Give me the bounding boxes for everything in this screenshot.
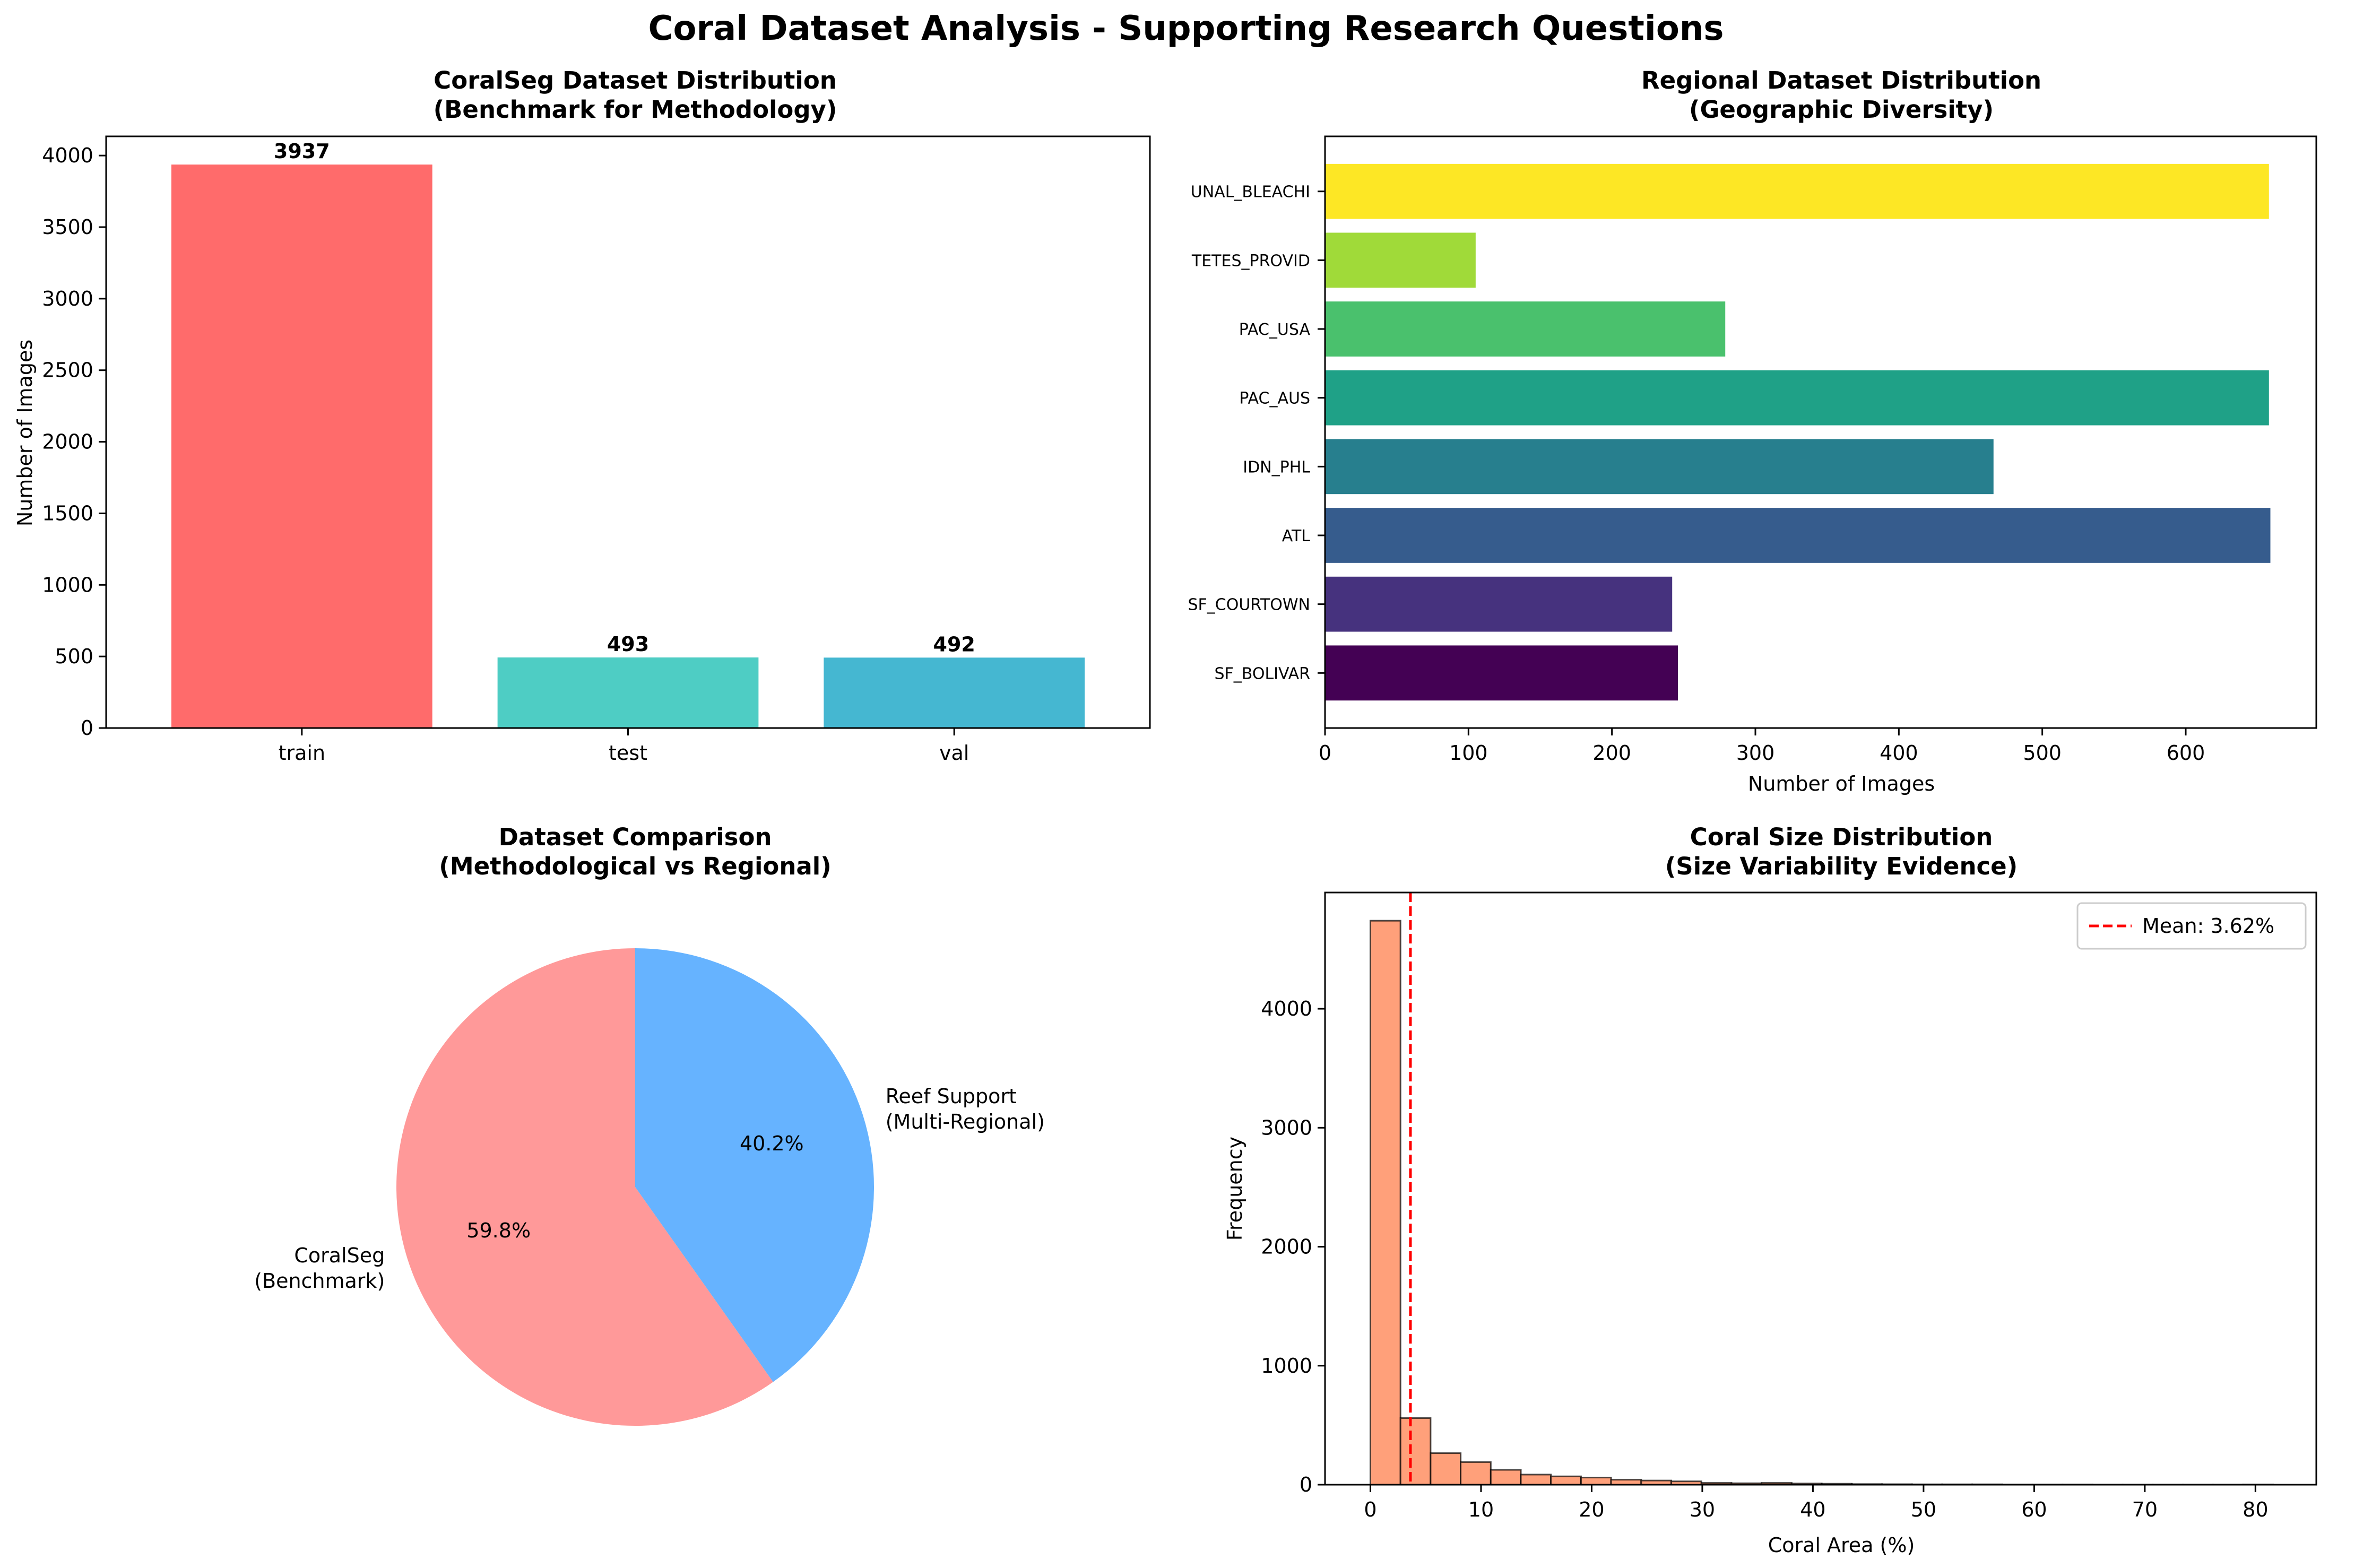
histogram-bar (1520, 1474, 1552, 1486)
x-tick-label: 500 (2023, 741, 2062, 765)
y-tick-label: 0 (81, 716, 93, 740)
histogram-bar (1490, 1469, 1522, 1486)
bar-test (497, 657, 759, 728)
bar-SF_BOLIVAR (1325, 645, 1678, 701)
y-tick-label: ATL (1282, 527, 1311, 545)
y-tick-label: PAC_USA (1239, 320, 1311, 339)
x-tick-label: train (279, 741, 325, 765)
bar-value-label: 492 (933, 633, 975, 656)
x-tick-label: 70 (2132, 1498, 2158, 1521)
bar-train (171, 164, 432, 728)
y-tick-label: PAC_AUS (1239, 389, 1310, 408)
histogram-bar (1369, 920, 1401, 1486)
plot-area: 59.8% CoralSeg(Benchmark) 40.2% Reef Suppor… (254, 948, 1045, 1426)
x-tick-label: 0 (1319, 741, 1331, 765)
pie-slice-label: (Multi-Regional) (886, 1110, 1045, 1133)
y-tick-label: 2000 (1261, 1235, 1312, 1259)
histogram-bar (1460, 1461, 1492, 1486)
y-tick-label: 1500 (42, 501, 93, 525)
x-tick-label: 0 (1364, 1498, 1377, 1521)
y-tick-label: 3000 (42, 287, 93, 310)
split-bar-chart: CoralSeg Dataset Distribution (Benchmark… (13, 66, 1151, 765)
x-tick-label: 10 (1468, 1498, 1494, 1521)
dataset-pie-chart: Dataset Comparison (Methodological vs Re… (254, 823, 1045, 1426)
pie-slice-label: CoralSeg (294, 1244, 385, 1267)
y-axis-label: Number of Images (13, 340, 37, 526)
histogram-bar (1399, 1417, 1432, 1486)
chart-subtitle: (Geographic Diversity) (1689, 96, 1994, 124)
bar-value-label: 3937 (274, 140, 330, 163)
y-tick-label: 3000 (1261, 1116, 1312, 1139)
x-axis-label: Coral Area (%) (1768, 1534, 1915, 1557)
chart-title: CoralSeg Dataset Distribution (434, 66, 837, 94)
x-tick-label: 400 (1880, 741, 1918, 765)
x-tick-label: 200 (1592, 741, 1631, 765)
size-histogram: Coral Size Distribution (Size Variabilit… (1223, 823, 2317, 1557)
x-tick-label: val (939, 741, 969, 765)
axes-frame (1324, 891, 2317, 1486)
chart-subtitle: (Benchmark for Methodology) (434, 96, 837, 124)
x-tick-label: 40 (1800, 1498, 1825, 1521)
x-tick-label: 60 (2021, 1498, 2047, 1521)
axes-frame (1324, 135, 2317, 729)
pie-slice-label: (Benchmark) (254, 1269, 385, 1293)
y-tick-label: 2500 (42, 359, 93, 382)
legend-box (2076, 902, 2307, 950)
x-tick-label: 600 (2167, 741, 2205, 765)
y-tick-label: IDN_PHL (1243, 458, 1310, 477)
chart-title: Coral Size Distribution (1690, 823, 1993, 851)
histogram-bar (1580, 1477, 1612, 1486)
pie-percent-label: 40.2% (740, 1132, 804, 1155)
y-tick-label: 4000 (1261, 997, 1312, 1020)
x-tick-label: 100 (1449, 741, 1488, 765)
bar-TETES_PROVID (1325, 232, 1476, 288)
legend-label: Mean: 3.62% (2142, 914, 2274, 938)
chart-title: Dataset Comparison (499, 823, 772, 851)
chart-subtitle: (Methodological vs Regional) (439, 852, 831, 880)
pie-slice-coralseg (396, 948, 773, 1426)
bar-PAC_USA (1325, 301, 1726, 357)
y-tick-label: 0 (1300, 1473, 1312, 1496)
histogram-bar (1550, 1475, 1582, 1486)
y-axis-label: Frequency (1223, 1137, 1246, 1241)
figure-title: Coral Dataset Analysis - Supporting Rese… (648, 9, 1724, 48)
bar-IDN_PHL (1325, 439, 1994, 495)
y-tick-label: 500 (55, 645, 93, 668)
y-tick-label: 1000 (42, 573, 93, 596)
y-tick-label: 1000 (1261, 1354, 1312, 1378)
x-axis-label: Number of Images (1748, 772, 1935, 795)
bar-SF_COURTOWN (1325, 576, 1673, 632)
plot-area: 3937 train 493 test 492 val 0 500 1000 1500 2000 25… (42, 135, 1151, 765)
regional-bar-chart: Regional Dataset Distribution (Geographi… (1188, 66, 2317, 795)
chart-title: Regional Dataset Distribution (1641, 66, 2041, 94)
y-tick-label: 3500 (42, 215, 93, 239)
plot-area: SF_BOLIVAR SF_COURTOWN ATL IDN_PHL PAC_AUS PA… (1188, 135, 2317, 765)
bar-value-label: 493 (607, 633, 649, 656)
histogram-bar (1430, 1452, 1462, 1486)
bar-UNAL_BLEACHI (1325, 163, 2269, 219)
x-tick-label: 300 (1736, 741, 1775, 765)
y-tick-label: 2000 (42, 430, 93, 454)
bar-PAC_AUS (1325, 370, 2269, 426)
bar-val (824, 657, 1085, 728)
y-tick-label: TETES_PROVID (1191, 252, 1310, 270)
axes-frame (105, 135, 1151, 729)
y-tick-label: SF_BOLIVAR (1215, 664, 1311, 683)
x-tick-label: 50 (1911, 1498, 1936, 1521)
pie-percent-label: 59.8% (466, 1219, 531, 1242)
x-tick-label: 20 (1579, 1498, 1604, 1521)
x-tick-label: 80 (2243, 1498, 2268, 1521)
pie-slice-reef-support (635, 948, 874, 1382)
chart-subtitle: (Size Variability Evidence) (1665, 852, 2018, 880)
pie-slice-label: Reef Support (886, 1085, 1017, 1108)
y-tick-label: 4000 (42, 144, 93, 167)
x-tick-label: test (609, 741, 647, 765)
plot-area: 0 10 20 30 40 50 60 70 80 0 1000 2000 3000 4000 Mean: … (1261, 891, 2317, 1521)
bar-ATL (1325, 508, 2271, 563)
x-tick-label: 30 (1690, 1498, 1715, 1521)
y-tick-label: SF_COURTOWN (1188, 596, 1310, 614)
y-tick-label: UNAL_BLEACHI (1191, 183, 1310, 202)
